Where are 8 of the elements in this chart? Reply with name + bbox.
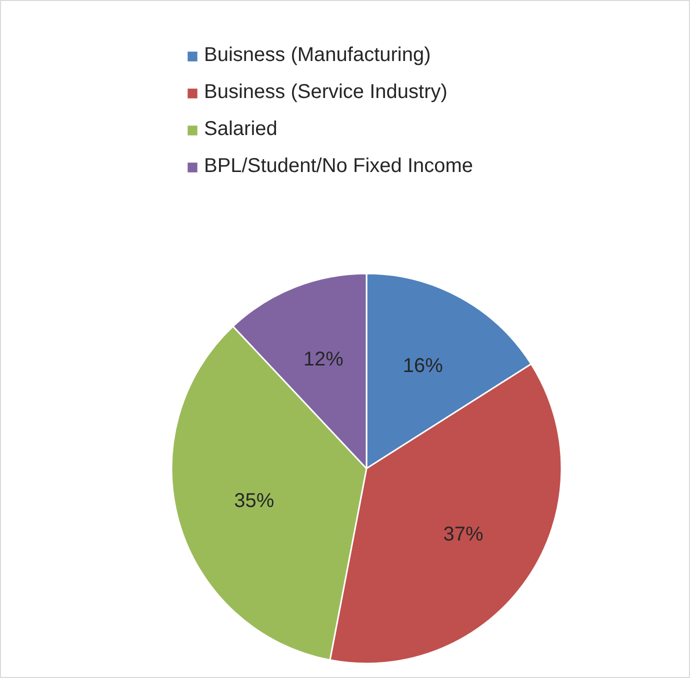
data-label: 35% <box>234 490 274 512</box>
legend-label: Salaried <box>204 118 278 141</box>
legend-label: Buisness (Manufacturing) <box>204 44 431 67</box>
legend-label: Business (Service Industry) <box>204 81 448 104</box>
data-label: 12% <box>303 348 344 371</box>
data-label: 37% <box>443 523 484 546</box>
legend-label: BPL/Student/No Fixed Income <box>204 155 474 178</box>
data-label: 16% <box>402 354 444 377</box>
